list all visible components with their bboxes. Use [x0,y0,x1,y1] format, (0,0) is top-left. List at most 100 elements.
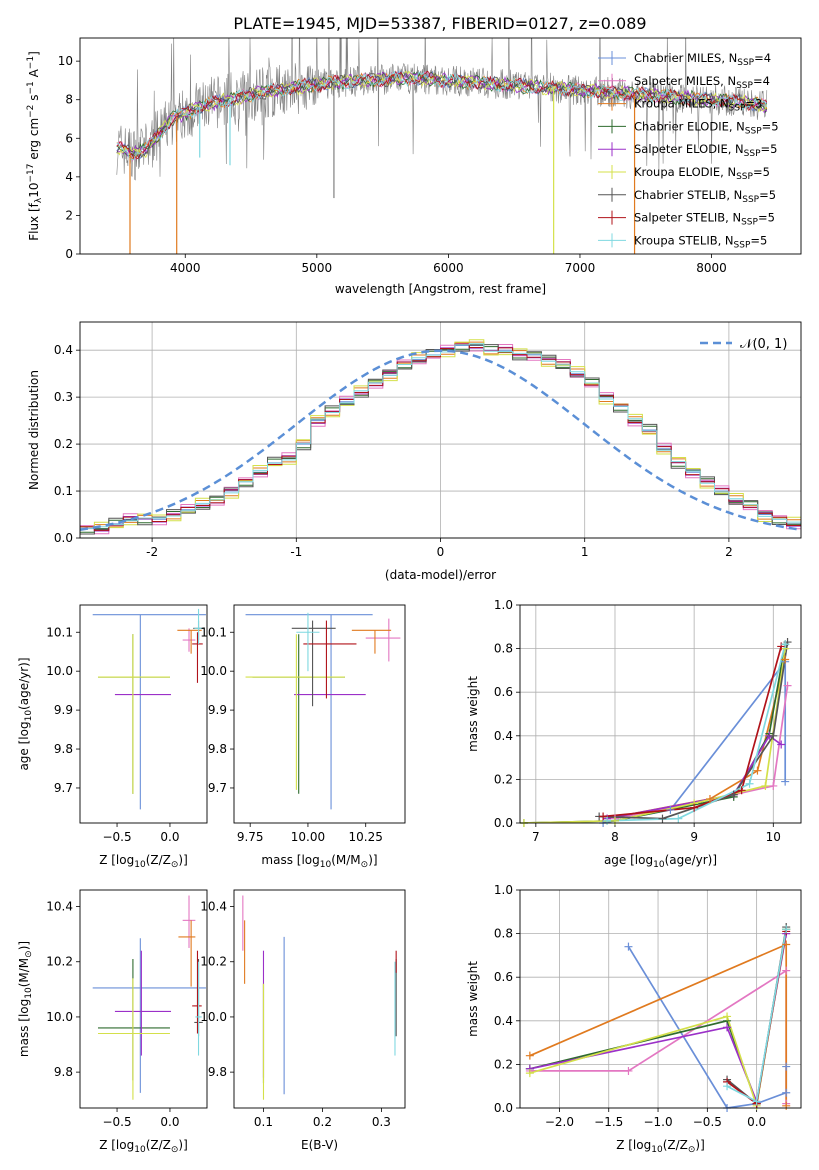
label-part: SSP [741,218,758,228]
axes-frame [79,604,208,824]
label-part: )] [695,1138,704,1152]
y-tick-label: 9.9 [208,703,227,717]
label-part: SSP [737,58,754,68]
y-tick-label: 9.8 [208,1065,227,1079]
model-spectrum [116,70,768,161]
y-axis-label: mass [log10(M/M⊙)] [17,941,34,1057]
axes-frame [519,604,802,824]
x-tick-label: 5000 [302,261,333,275]
label-part: −1 [26,81,36,94]
label-part: 10 [134,860,146,870]
weight-point [599,812,608,821]
y-tick-label: 10.0 [200,664,227,678]
y-tick-label: 9.7 [54,781,73,795]
x-tick-label: 4000 [170,261,201,275]
y-tick-label: 0.8 [494,642,513,656]
label-part: (Z/Z [663,1138,688,1152]
plot-area [80,339,801,535]
x-tick-label: 7000 [565,261,596,275]
histogram-series [80,343,801,529]
label-part: Salpeter ELODIE, N [634,142,744,156]
y-tick-label: 0.2 [54,437,73,451]
label-part: =5 [758,211,775,225]
x-tick-label: −1.5 [594,1115,623,1129]
weight-point [610,816,619,825]
weight-point [769,731,778,740]
x-tick-label: −1.0 [643,1115,672,1129]
weight-point [723,1012,732,1021]
label-part: SSP [745,126,762,136]
weight-point [525,1069,534,1078]
weight-point [603,816,612,825]
weight-point [753,766,762,775]
panel-weight_vs_Z: −2.0 −1.5 −1.0 −0.5 0.0 0.0 0.2 0.4 0.6 0.8 1.0 Z [… [466,883,802,1155]
label-part: 10 [651,1145,663,1155]
y-tick-label: 10.2 [46,955,73,969]
y-tick-label: 10.4 [200,900,227,914]
axes-frame [233,604,406,824]
legend-label: Kroupa MILES, NSSP=3 [634,97,762,114]
x-tick-label: 0.1 [254,1115,273,1129]
y-tick-label: 0.0 [494,1101,513,1115]
x-tick-label: 6000 [433,261,464,275]
y-tick-label: 9.8 [54,1065,73,1079]
x-tick-label: -2 [146,545,158,559]
panel-mass_vs_ebv: 0.1 0.2 0.3 9.8 10.0 10.2 10.4 E(B-V) [200,889,406,1152]
panel-residuals: -2 -1 0 1 2 0.0 0.1 0.2 0.3 0.4 𝒩(0, 1) (data-model… [27,321,802,582]
weight-point [783,681,792,690]
weight-point [525,1051,534,1060]
label-part: −1 [26,56,36,69]
weight-point [782,966,791,975]
x-tick-label: 0.3 [372,1115,391,1129]
y-tick-label: 10.1 [200,625,227,639]
label-part: =3 [745,97,762,111]
x-axis-label: E(B-V) [301,1138,338,1152]
panel-spectrum: 4000 5000 6000 7000 8000 0 2 4 6 8 10 Chabrier MILE… [26,37,802,296]
label-part: Chabrier MILES, N [634,51,737,65]
weight-point [729,790,738,799]
label-part: =5 [759,188,776,202]
y-tick-label: 0.8 [494,927,513,941]
weight-point [781,777,790,786]
label-part: 10 [653,860,665,870]
legend-label: Kroupa ELODIE, NSSP=5 [634,165,770,182]
y-tick-label: 4 [65,170,73,184]
x-tick-label: 10.00 [291,830,325,844]
legend-label: Chabrier ELODIE, NSSP=5 [634,119,779,136]
y-tick-label: 0.2 [494,1057,513,1071]
label-part: mass [log [261,853,319,867]
weight-series [607,643,787,822]
model-spectrum [116,70,768,159]
label-part: SSP [734,240,751,250]
label-part: A [27,68,41,81]
y-tick-label: 10.0 [46,664,73,678]
axes-frame [233,889,406,1109]
weight-point [690,803,699,812]
label-part: (age/yr)] [17,657,31,709]
y-tick-label: 0.0 [54,531,73,545]
y-tick-label: 8 [65,93,73,107]
plot-area [245,612,401,810]
y-tick-label: 0.6 [494,970,513,984]
weight-series [523,644,787,823]
y-tick-label: 0.3 [54,390,73,404]
x-tick-label: 8000 [696,261,727,275]
legend-label: Chabrier MILES, NSSP=4 [634,51,771,68]
legend-label: Salpeter MILES, NSSP=4 [634,74,770,91]
x-axis-label: mass [log10(M/M⊙)] [261,853,377,870]
weight-series [599,641,789,820]
legend-label: Salpeter STELIB, NSSP=5 [634,211,775,228]
y-tick-label: 0.4 [494,1014,513,1028]
label-part: 10 [320,860,332,870]
label-part: 10 [134,1145,146,1155]
x-tick-label: 0.0 [160,830,179,844]
label-part: (M/M [331,853,360,867]
label-part: ⊙ [171,1145,179,1155]
weight-point [745,779,754,788]
y-tick-label: 1.0 [494,598,513,612]
y-axis-label: Flux [fλ10−17 erg cm−2 s−1 A−1] [26,51,44,241]
label-part: −17 [26,164,36,183]
label-part: (M/M [17,958,31,987]
